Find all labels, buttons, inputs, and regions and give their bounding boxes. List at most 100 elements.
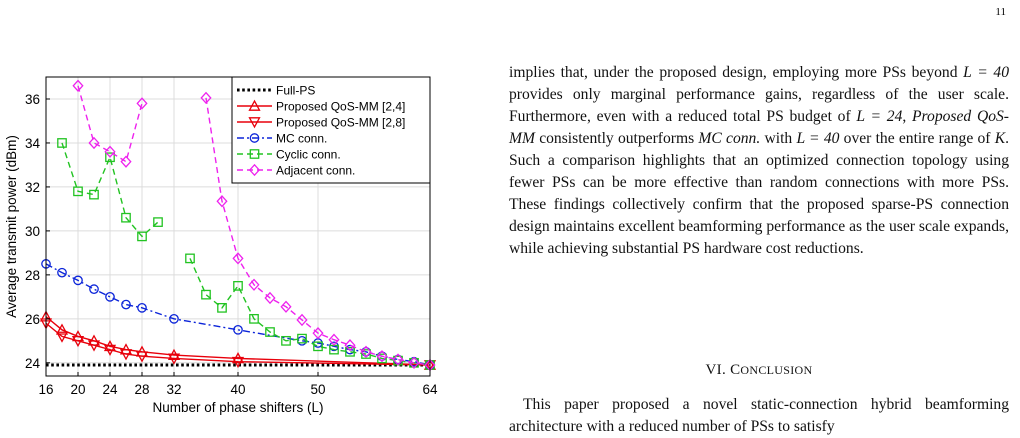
square-marker: [233, 281, 243, 291]
diamond-marker: [264, 291, 276, 305]
y-tick-label: 26: [25, 312, 40, 327]
circle-marker: [169, 313, 179, 324]
text-column: implies that, under the proposed design,…: [509, 62, 1009, 260]
triangle-down-marker: [87, 340, 101, 352]
circle-marker: [233, 324, 243, 335]
math-inline: L = 24: [856, 108, 903, 125]
series-line: [45, 322, 431, 366]
square-marker: [121, 212, 131, 223]
square-marker: [249, 313, 259, 324]
x-tick-label: 20: [70, 382, 85, 397]
series-line: [189, 258, 431, 366]
triangle-down-marker: [231, 356, 245, 369]
square-marker: [105, 152, 115, 163]
circle-marker: [105, 292, 115, 302]
diamond-marker: [312, 326, 324, 340]
series-cyclic-conn: [57, 138, 435, 370]
series-adjacent-conn: [72, 79, 436, 372]
y-axis-label: Average transmit power (dBm): [4, 135, 19, 318]
math-inline: L = 40: [963, 64, 1009, 81]
legend-label: MC conn.: [276, 132, 327, 146]
circle-marker: [249, 133, 260, 143]
triangle-down-marker: [135, 351, 149, 363]
y-tick-label: 36: [25, 92, 40, 107]
series-line: [61, 142, 159, 238]
diamond-marker: [344, 339, 356, 352]
legend-label: Adjacent conn.: [276, 164, 355, 178]
text-run: over the entire range of: [839, 130, 995, 147]
text-run: with: [760, 130, 797, 147]
diamond-marker: [360, 345, 372, 358]
transmit-power-chart: 16 20 24 28 32 40 50 64 24 26 28 30 32 34 36 Number of…: [4, 76, 438, 415]
legend-box: [231, 76, 431, 184]
diamond-marker: [200, 91, 212, 105]
emphasis-text: MC conn.: [698, 130, 761, 147]
legend-label: Full-PS: [276, 84, 315, 98]
diamond-marker: [328, 333, 340, 346]
diamond-marker: [104, 145, 116, 158]
diamond-marker: [296, 313, 308, 327]
diamond-marker: [136, 97, 148, 110]
square-marker: [185, 253, 195, 264]
x-tick-label: 32: [166, 382, 181, 397]
circle-marker: [137, 302, 147, 313]
square-marker: [89, 189, 99, 200]
square-marker: [217, 302, 227, 313]
square-marker: [201, 289, 211, 300]
diamond-marker: [280, 300, 292, 313]
text-run: implies that, under the proposed design,…: [509, 64, 964, 81]
x-tick-label: 64: [422, 382, 438, 397]
diamond-marker: [392, 353, 404, 366]
y-tick-label: 24: [25, 356, 41, 371]
circle-marker: [73, 275, 83, 286]
diamond-marker: [376, 350, 388, 363]
axis-ticks: 16 20 24 28 32 40 50 64 24 26 28 30 32 34 36: [25, 92, 438, 397]
diamond-marker: [248, 163, 261, 177]
page-number: 11: [995, 6, 1006, 18]
circle-marker: [121, 299, 131, 310]
square-marker: [281, 335, 291, 346]
emphasis-text: Proposed QoS-MM: [509, 108, 1009, 147]
y-tick-label: 28: [25, 268, 40, 283]
square-marker: [265, 327, 275, 337]
legend-label: Proposed QoS-MM [2,8]: [276, 116, 405, 130]
triangle-down-marker: [55, 331, 69, 343]
text-run: provides only marginal performance gains…: [509, 86, 1009, 125]
triangle-up-marker: [55, 323, 69, 335]
diamond-marker: [72, 79, 84, 92]
x-tick-label: 28: [134, 382, 149, 397]
discussion-paragraph: implies that, under the proposed design,…: [509, 62, 1009, 260]
square-marker: [153, 217, 163, 227]
legend-label: Proposed QoS-MM [2,4]: [276, 100, 405, 114]
diamond-marker: [248, 278, 260, 291]
series-proposed-qos-mm-2-8: [39, 318, 437, 372]
diamond-marker: [216, 195, 228, 208]
diamond-marker: [408, 356, 420, 369]
series-line: [205, 97, 431, 366]
text-run: ,: [902, 108, 913, 125]
triangle-down-marker: [103, 344, 117, 356]
chart-legend: Full-PS Proposed QoS-MM [2,4] Proposed QoS…: [231, 76, 431, 184]
x-tick-label: 50: [310, 382, 325, 397]
math-inline: K: [994, 130, 1006, 147]
math-inline: L = 40: [796, 130, 840, 147]
text-run: . Such a comparison highlights that an o…: [509, 130, 1010, 257]
square-marker: [377, 353, 387, 364]
series-line: [45, 263, 431, 366]
legend-label: Cyclic conn.: [276, 148, 341, 162]
square-marker: [57, 138, 67, 148]
circle-marker: [57, 267, 67, 278]
square-marker: [249, 149, 260, 159]
section-heading: VI. CONCLUSION: [509, 362, 1009, 379]
diamond-marker: [120, 155, 132, 168]
circle-marker: [89, 284, 99, 295]
square-marker: [297, 333, 307, 344]
y-tick-label: 32: [25, 180, 40, 195]
section-title: ONCLUSION: [740, 363, 813, 377]
triangle-up-marker: [248, 99, 261, 111]
diamond-marker: [232, 252, 244, 265]
diamond-marker: [88, 136, 100, 150]
series-line: [45, 316, 431, 366]
square-marker: [73, 186, 83, 197]
x-axis-label: Number of phase shifters (L): [152, 400, 323, 415]
